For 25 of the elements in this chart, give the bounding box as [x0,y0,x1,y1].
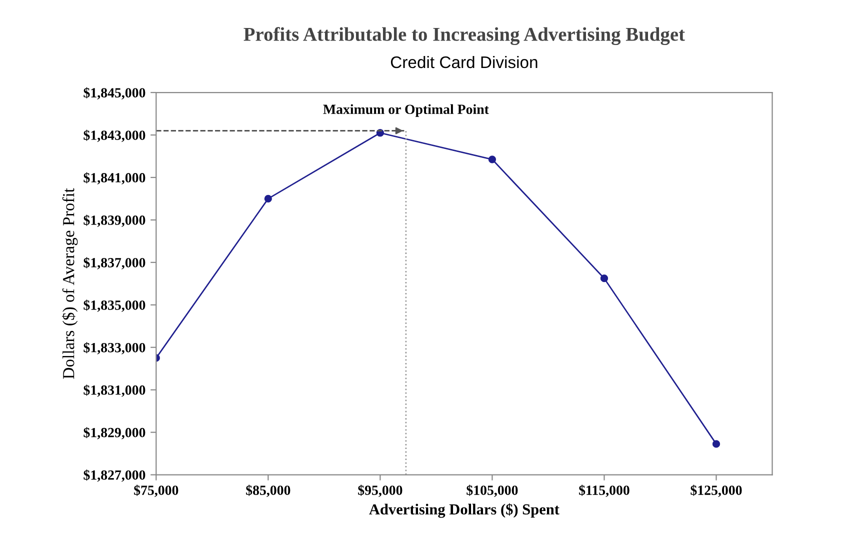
point [600,274,608,282]
y-tick-label: $1,835,000 [84,300,146,312]
point [488,156,496,164]
x-tick-label: $115,000 [579,484,630,497]
x-tick-label: $85,000 [246,484,290,497]
y-tick-label: $1,845,000 [84,87,146,100]
point [264,194,272,203]
x-axis-title: Advertising Dollars ($) Spent [369,503,560,518]
x-tick-label: $125,000 [690,484,742,497]
chart-subtitle: Credit Card Division [390,56,538,68]
y-axis-title: Dollars ($) of Average Profit [62,188,78,379]
y-tick-label: $1,839,000 [84,214,146,227]
y-tick-label: $1,827,000 [84,470,146,482]
y-tick-label: $1,841,000 [84,172,146,184]
x-tick-label: $105,000 [466,484,518,497]
annotation: Maximum or Optimal Point [323,104,489,117]
y-tick-label: $1,833,000 [84,342,146,354]
y-tick-label: $1,829,000 [84,427,146,440]
y-tick-label: $1,843,000 [84,130,146,142]
point [712,440,720,448]
y-tick-label: $1,831,000 [84,384,146,397]
x-tick-label: $95,000 [358,484,402,497]
chart-title: Profits Attributable to Increasing Advertising Budget [244,27,685,45]
x-tick-label: $75,000 [134,484,178,497]
y-tick-label: $1,837,000 [84,257,146,270]
